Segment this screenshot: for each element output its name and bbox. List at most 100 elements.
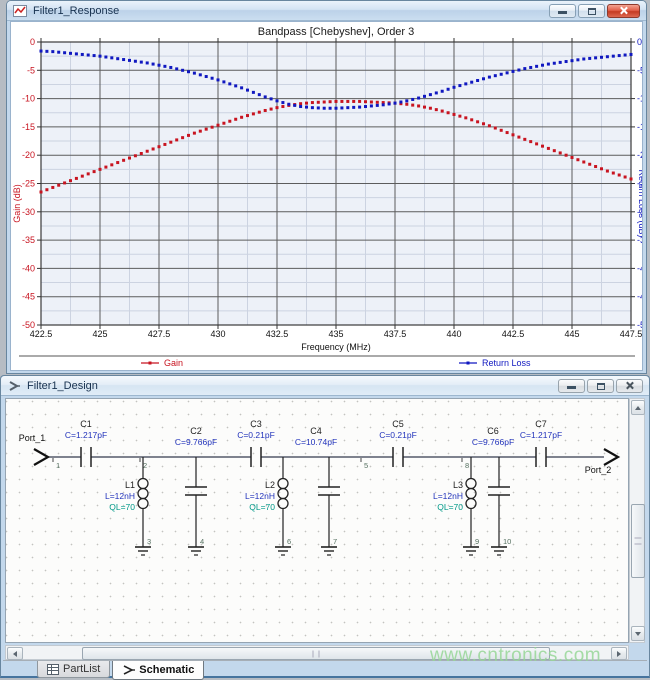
scroll-left-button[interactable] [7,647,23,660]
response-titlebar[interactable]: Filter1_Response [7,1,646,21]
svg-text:427.5: 427.5 [148,329,171,339]
svg-text:C2: C2 [190,426,202,436]
svg-text:5: 5 [364,461,368,470]
close-button[interactable] [616,378,643,393]
design-titlebar[interactable]: Filter1_Design [1,376,649,396]
svg-text:1: 1 [56,461,60,470]
horizontal-scroll-thumb[interactable] [82,647,550,660]
tab-partlist-label: PartList [63,663,101,675]
wire-node-labels: 1 2 5 8 [52,458,469,470]
watermark: www.cntronics.com [430,645,602,666]
tab-bar: PartList Schematic [3,660,647,680]
svg-text:QL=70: QL=70 [109,502,135,512]
tab-schematic-label: Schematic [139,664,195,676]
svg-text:4: 4 [200,537,204,546]
svg-text:435: 435 [328,329,343,339]
svg-text:-15: -15 [637,122,642,132]
svg-text:L1: L1 [125,480,135,490]
component-C2[interactable]: C2C=9.766pF 4 [175,426,217,556]
svg-text:-20: -20 [637,150,642,160]
x-axis-title: Frequency (MHz) [301,342,371,352]
minimize-button[interactable] [549,3,576,18]
horizontal-scrollbar[interactable] [5,645,629,660]
component-C5[interactable]: C5C=0.21pF [379,419,417,467]
svg-text:L2: L2 [265,480,275,490]
tab-schematic[interactable]: Schematic [112,661,205,680]
svg-text:-30: -30 [22,207,35,217]
svg-text:C=1.217pF: C=1.217pF [65,430,107,440]
maximize-button[interactable] [578,3,605,18]
chart-grid [41,42,631,325]
svg-text:445: 445 [564,329,579,339]
svg-text:L=12nH: L=12nH [105,491,135,501]
svg-text:-5: -5 [27,65,35,75]
svg-text:3: 3 [147,537,151,546]
component-C3[interactable]: C3C=0.21pF [237,419,275,467]
response-window: Filter1_Response 422.5 425 427.5 430 432.5 43… [6,0,650,374]
response-window-icon [13,4,27,17]
svg-text:425: 425 [92,329,107,339]
svg-text:C3: C3 [250,419,262,429]
svg-text:-10: -10 [637,94,642,104]
svg-text:Port_1: Port_1 [19,433,46,443]
svg-text:C=9.766pF: C=9.766pF [175,437,217,447]
tab-partlist[interactable]: PartList [37,661,111,678]
response-window-title: Filter1_Response [33,4,120,17]
port-2[interactable]: Port_2 [585,448,621,475]
svg-text:447.5: 447.5 [620,329,642,339]
svg-text:-10: -10 [22,94,35,104]
svg-text:-50: -50 [637,320,642,330]
scroll-right-icon [617,650,621,657]
svg-text:C7: C7 [535,419,547,429]
right-axis-title: Return Loss (dB) [637,169,642,237]
svg-text:432.5: 432.5 [266,329,289,339]
svg-text:C=10.74pF: C=10.74pF [295,437,337,447]
scroll-down-button[interactable] [631,626,645,641]
svg-text:-50: -50 [22,320,35,330]
minimize-button[interactable] [558,378,585,393]
svg-text:6: 6 [287,537,291,546]
svg-text:C=1.217pF: C=1.217pF [520,430,562,440]
design-window-icon [9,380,20,391]
svg-text:430: 430 [210,329,225,339]
svg-text:7: 7 [333,537,337,546]
svg-text:L3: L3 [453,480,463,490]
svg-text:Port_2: Port_2 [585,465,612,475]
return-loss-series [39,49,633,110]
svg-text:-15: -15 [22,122,35,132]
component-C4[interactable]: C4C=10.74pF 7 [295,426,340,556]
scroll-left-icon [13,650,17,657]
close-button[interactable] [607,3,640,18]
svg-text:-20: -20 [22,150,35,160]
chart-legend: Gain Return Loss [141,358,531,368]
svg-text:-40: -40 [22,263,35,273]
design-window: Filter1_Design Port_1 Port_2 C1 C=1.217pF C2… [0,375,650,680]
svg-text:8: 8 [465,461,469,470]
maximize-button[interactable] [587,378,614,393]
svg-text:L=12nH: L=12nH [245,491,275,501]
vertical-scroll-thumb[interactable] [631,504,645,578]
schematic-canvas[interactable]: Port_1 Port_2 C1 C=1.217pF C2 C=9.766pF 4 C3 C=0… [5,398,629,643]
svg-text:10: 10 [503,537,511,546]
chart-title: Bandpass [Chebyshev], Order 3 [258,26,415,38]
svg-text:C=9.766pF: C=9.766pF [472,437,514,447]
component-C6[interactable]: C6C=9.766pF 10 [472,426,514,556]
svg-text:2: 2 [143,461,147,470]
component-C7[interactable]: C7C=1.217pF [520,419,562,467]
svg-text:C=0.21pF: C=0.21pF [237,430,275,440]
vertical-scrollbar[interactable] [629,398,645,643]
svg-text:0: 0 [637,37,642,47]
response-content: 422.5 425 427.5 430 432.5 435 437.5 440 442.5 445… [10,21,650,371]
svg-text:Return Loss: Return Loss [482,358,531,368]
scroll-up-button[interactable] [631,400,645,415]
component-C1[interactable]: C1C=1.217pF [65,419,107,467]
port-1[interactable]: Port_1 [19,433,51,466]
svg-text:0: 0 [30,37,35,47]
svg-text:QL=70: QL=70 [249,502,275,512]
design-window-title: Filter1_Design [27,379,98,392]
scroll-right-button[interactable] [611,647,627,660]
